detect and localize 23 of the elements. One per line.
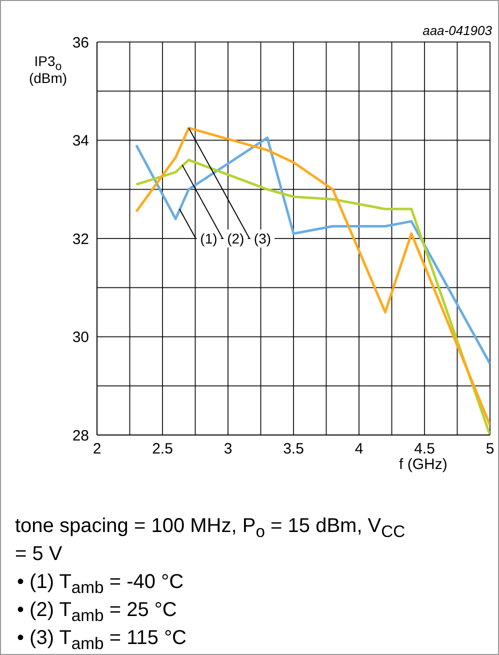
- y-tick-label: 32: [72, 230, 89, 248]
- text: tone spacing = 100 MHz, P$_{o}$ = 15 dBm, V$_{CC}$ = 5 V: [15, 515, 406, 565]
- text: • (1) T$_{amb}$ = -40 °C: [17, 571, 184, 597]
- y-axis-title: IP3$_{o}$ (dBm): [28, 53, 68, 86]
- x-tick-label: 4: [354, 440, 364, 458]
- x-tick-label: 4.5: [414, 440, 435, 458]
- y-tick-label: 28: [72, 427, 89, 444]
- text: • (3) T$_{amb}$ = 115 °C: [17, 627, 187, 653]
- x-tick-label: 2: [92, 440, 102, 458]
- x-tick-label: 3: [224, 440, 232, 458]
- y-tick-label: 36: [72, 34, 89, 52]
- y-tick-label: 30: [72, 329, 89, 346]
- line-series: [135, 136, 490, 366]
- annotation: (1): [200, 230, 218, 246]
- text: aaa-041903: [422, 23, 492, 38]
- annotation: (2): [227, 230, 244, 246]
- x-tick-label: 2.5: [152, 440, 173, 458]
- x-tick-label: 5: [486, 440, 494, 458]
- y-tick-label: 34: [72, 132, 89, 150]
- x-tick-label: 3.5: [283, 440, 304, 458]
- x-axis-title: f (GHz): [399, 456, 448, 473]
- annotation: (3): [254, 230, 272, 246]
- text: • (2) T$_{amb}$ = 25 °C: [17, 599, 177, 625]
